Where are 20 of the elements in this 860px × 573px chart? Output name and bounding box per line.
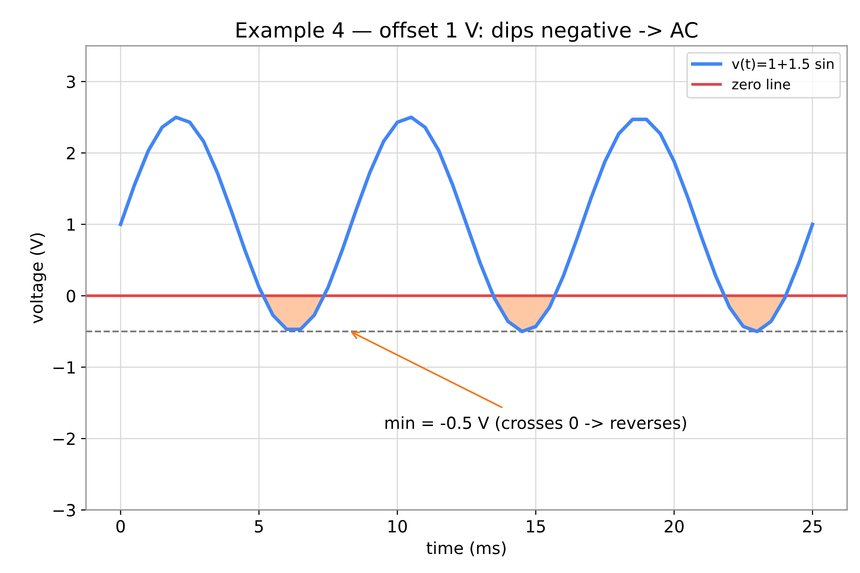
x-tick-label: 5 [254,520,263,533]
y-tick-label: 2 [66,146,75,160]
chart-title: Example 4 — offset 1 V: dips negative -> AC [236,22,698,42]
y-tick-label: 1 [68,218,75,231]
x-tick-label: 10 [388,520,407,533]
x-tick-label: 20 [664,520,684,533]
y-tick-label: 3 [66,76,75,88]
legend-label: zero line [732,78,790,90]
x-axis-title: time (ms) [426,541,506,556]
x-tick-label: 0 [116,520,125,533]
annotation: min = -0.5 V (crosses 0 -> reverses) [386,416,686,432]
y-axis-title: voltage (V) [30,233,46,324]
line-series [118,116,814,334]
x-tick-label: 25 [803,520,822,533]
y-tick-label: −2 [53,432,75,445]
y-tick-label: 0 [66,290,76,302]
y-tick-label: −3 [53,504,75,517]
y-tick-label: −1 [53,361,75,374]
x-tick-label: 15 [526,520,545,533]
legend-label: v(t)=1+1.5 sin [732,58,834,71]
